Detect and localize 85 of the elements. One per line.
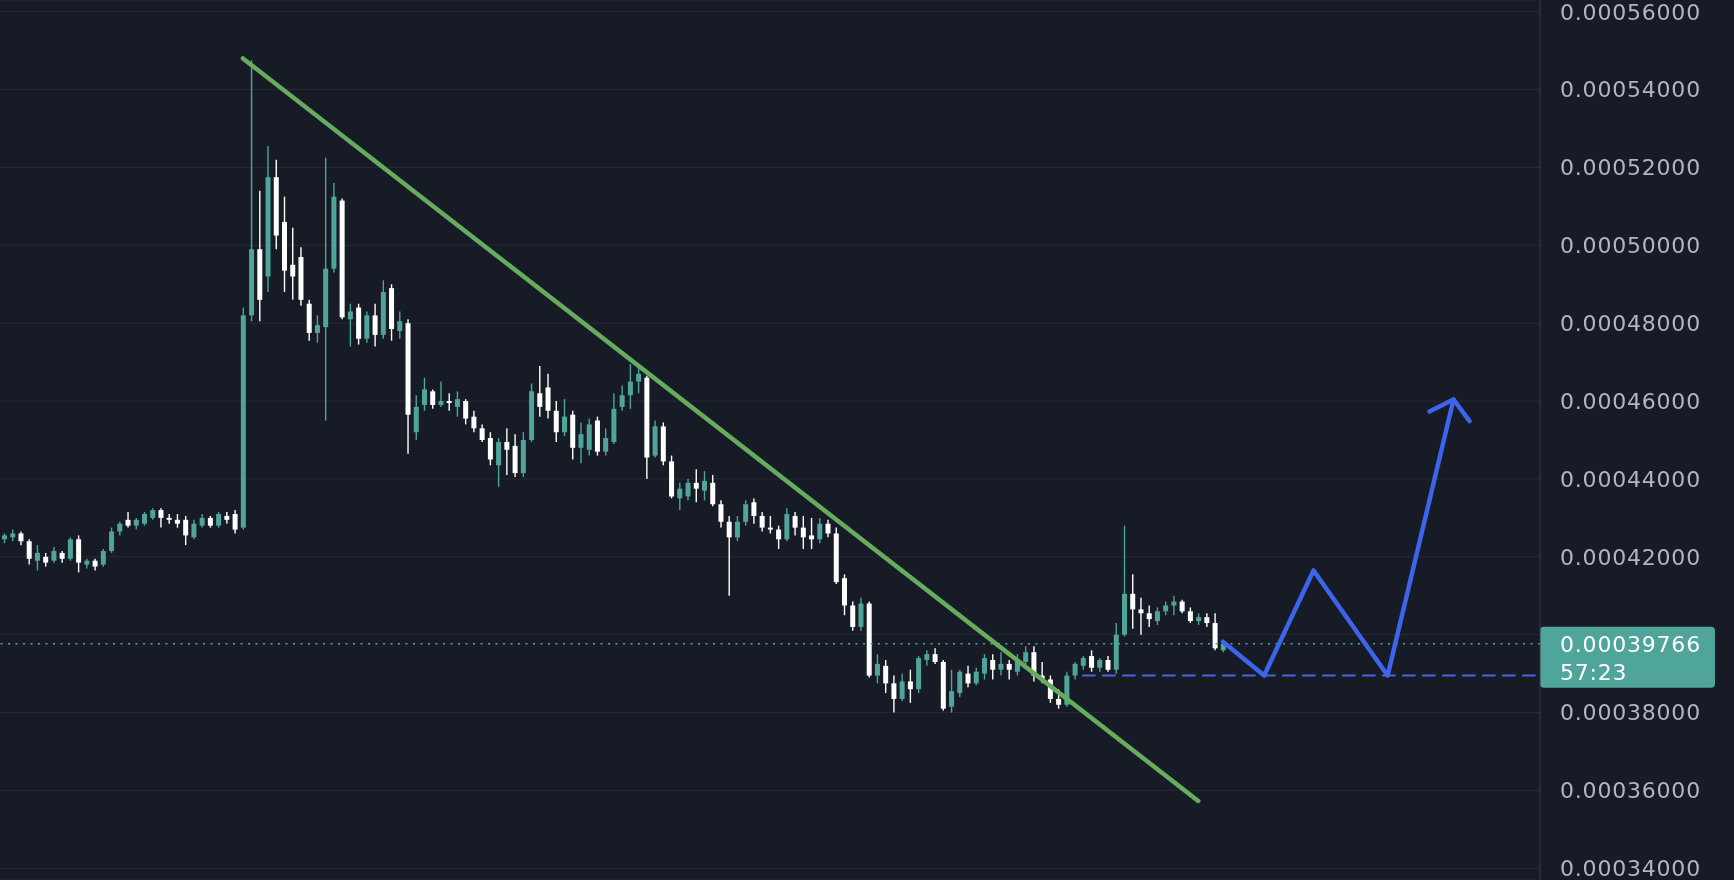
candlestick [438,380,444,408]
candlestick [545,373,551,420]
y-tick-label: 0.00046000 [1560,388,1701,414]
candlestick [191,519,197,540]
y-tick-label: 0.00042000 [1560,544,1701,570]
candlestick [372,303,378,348]
y-tick-label: 0.00050000 [1560,233,1701,259]
y-tick-label: 0.00048000 [1560,311,1701,337]
candlestick [998,651,1004,677]
candlestick [347,303,353,348]
candlestick [899,672,905,702]
y-tick-label: 0.00038000 [1560,700,1701,726]
candlestick [858,597,864,632]
candlestick [759,511,765,533]
y-tick-label: 0.00036000 [1560,778,1701,804]
candlestick [718,499,724,529]
candlestick [1138,597,1144,636]
candlestick [726,515,732,597]
candlestick [619,384,625,412]
candlestick [496,437,502,488]
candlestick [34,544,40,572]
candlestick [504,427,510,476]
candlestick [924,649,930,667]
candlestick [627,363,633,410]
candlestick [224,511,230,525]
candlestick [965,665,971,688]
y-tick-label: 0.00052000 [1560,155,1701,181]
candlestick [776,524,782,550]
y-tick-label: 0.00034000 [1560,856,1701,880]
candlestick [603,427,609,457]
candlestick [874,653,880,685]
candlestick [990,653,996,681]
candlestick [734,515,740,542]
candlestick [1023,645,1029,667]
candlestick [67,536,73,562]
candlestick [471,410,477,433]
candlestick [809,517,815,550]
candlestick [1146,604,1152,628]
candlestick [1089,649,1095,673]
candlestick [183,515,189,546]
candlestick [743,499,749,527]
candlestick [26,538,32,566]
y-tick-label: 0.00054000 [1560,77,1701,103]
candlestick [957,669,963,698]
candlestick [422,377,427,412]
candlestick [109,526,115,554]
candlestick [553,400,559,443]
candlestick [891,674,897,714]
y-tick-label: 0.00056000 [1560,0,1701,25]
candlestick [817,517,823,544]
candlestick [751,497,757,525]
candlestick [982,653,987,681]
candlestick [949,669,955,714]
y-tick-label: 0.00044000 [1560,466,1701,492]
candlestick [907,669,913,704]
candlestick [1130,573,1136,630]
text: 57:23 [1560,659,1628,685]
ref-line-label: 0.00039766 [1560,631,1701,657]
candlestick [158,507,164,529]
candlestick [677,482,683,511]
candlestick [397,310,403,340]
candlestick [578,421,584,465]
candlestick [487,431,493,467]
candlestick [702,470,707,502]
candlestick [636,367,642,394]
candlestick [364,310,370,344]
candlestick [463,398,469,426]
candlestick [1006,659,1012,681]
candlestick [883,659,889,694]
candlestick [454,390,460,418]
candlestick [800,515,806,550]
candlestick [125,511,131,529]
candlestick [314,314,320,344]
candlestick [430,388,436,410]
candlestick [537,365,543,418]
candlestick [76,534,82,574]
candlestick [685,478,691,502]
candlestick [850,600,856,632]
candlestick [232,509,238,535]
candlestick [693,468,699,503]
candlestick [1056,688,1062,710]
candlestick [710,474,716,507]
candlestick [562,398,567,437]
candlestick [290,227,296,301]
candlestick [792,511,798,537]
